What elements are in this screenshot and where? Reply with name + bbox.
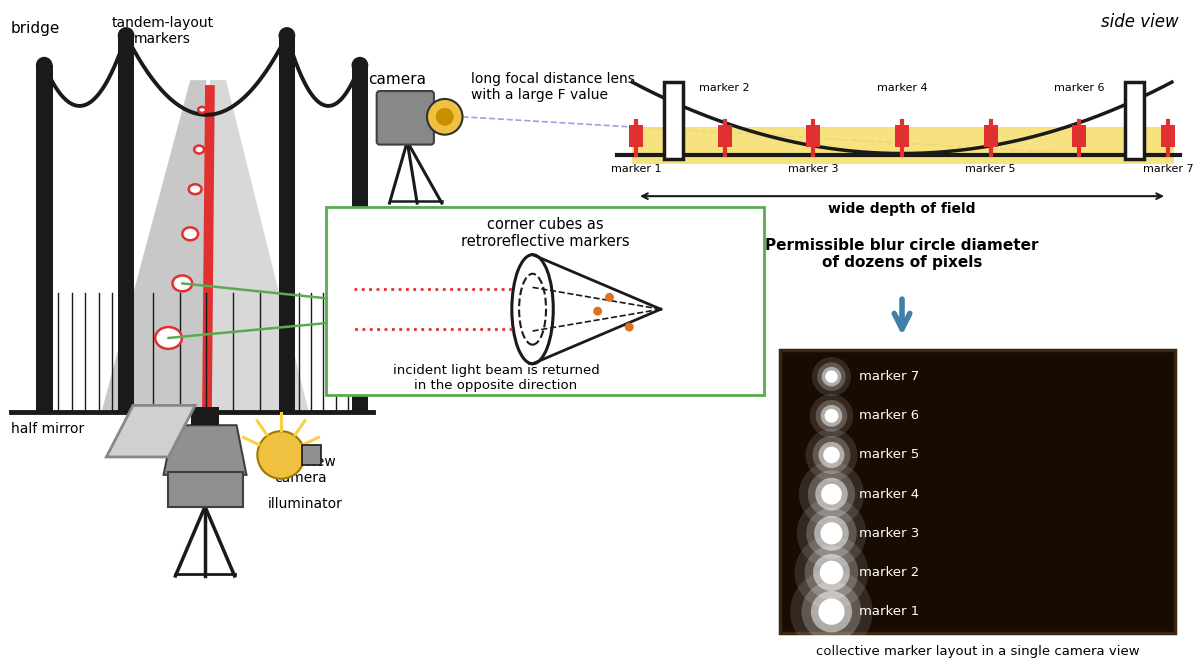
Circle shape xyxy=(806,508,857,558)
Bar xyxy=(1124,82,1144,160)
Bar xyxy=(895,125,908,146)
Bar xyxy=(301,445,322,465)
Ellipse shape xyxy=(194,146,204,154)
Circle shape xyxy=(812,436,851,474)
Ellipse shape xyxy=(173,275,192,291)
Text: marker 5: marker 5 xyxy=(965,164,1016,174)
Circle shape xyxy=(802,582,862,642)
Circle shape xyxy=(820,560,844,584)
Circle shape xyxy=(812,357,851,396)
Text: wide depth of field: wide depth of field xyxy=(828,202,976,216)
Circle shape xyxy=(826,370,838,383)
Circle shape xyxy=(805,429,858,481)
Text: marker 7: marker 7 xyxy=(1142,164,1193,174)
Polygon shape xyxy=(208,80,308,412)
Circle shape xyxy=(811,591,852,633)
Ellipse shape xyxy=(155,327,182,349)
Ellipse shape xyxy=(188,184,202,194)
Circle shape xyxy=(278,27,295,44)
Circle shape xyxy=(818,442,845,468)
Circle shape xyxy=(818,599,845,625)
Text: illuminator: illuminator xyxy=(269,496,343,510)
Text: camera: camera xyxy=(368,72,426,87)
Polygon shape xyxy=(107,405,196,457)
Bar xyxy=(168,472,242,506)
Circle shape xyxy=(797,498,866,568)
Text: marker 7: marker 7 xyxy=(859,370,919,383)
Circle shape xyxy=(427,99,462,135)
Circle shape xyxy=(593,307,602,316)
Circle shape xyxy=(352,57,368,73)
FancyBboxPatch shape xyxy=(326,207,764,395)
Text: half mirror: half mirror xyxy=(11,422,84,436)
Polygon shape xyxy=(102,80,308,412)
Circle shape xyxy=(808,470,856,518)
Ellipse shape xyxy=(182,227,198,240)
Bar xyxy=(806,125,821,146)
Circle shape xyxy=(625,323,634,331)
Bar xyxy=(984,125,997,146)
Bar xyxy=(431,110,440,124)
Text: long focal distance lens
with a large F value: long focal distance lens with a large F … xyxy=(472,72,635,102)
Circle shape xyxy=(799,462,864,527)
Bar xyxy=(665,82,683,160)
Circle shape xyxy=(817,362,846,391)
Bar xyxy=(1160,125,1175,146)
Circle shape xyxy=(810,394,853,438)
Bar xyxy=(718,125,732,146)
Circle shape xyxy=(794,536,869,610)
Text: marker 2: marker 2 xyxy=(859,566,919,579)
Text: marker 5: marker 5 xyxy=(859,448,919,462)
Text: tandem-layout
markers: tandem-layout markers xyxy=(112,15,214,46)
Bar xyxy=(780,350,1175,633)
Ellipse shape xyxy=(198,107,206,113)
Circle shape xyxy=(257,431,305,479)
Circle shape xyxy=(815,478,847,510)
Bar xyxy=(191,407,218,426)
Text: Permissible blur circle diameter
of dozens of pixels: Permissible blur circle diameter of doze… xyxy=(766,238,1039,271)
Circle shape xyxy=(118,27,134,44)
Text: marker 4: marker 4 xyxy=(877,83,928,93)
Circle shape xyxy=(36,57,53,73)
Bar xyxy=(629,125,643,146)
Circle shape xyxy=(814,554,850,591)
Polygon shape xyxy=(163,426,246,475)
Circle shape xyxy=(436,108,454,126)
Circle shape xyxy=(821,405,842,427)
Circle shape xyxy=(821,484,842,504)
Text: marker 4: marker 4 xyxy=(859,488,919,500)
Bar xyxy=(278,35,295,412)
Text: marker 6: marker 6 xyxy=(1054,83,1104,93)
Circle shape xyxy=(823,447,840,464)
Bar xyxy=(1073,125,1086,146)
Circle shape xyxy=(822,367,841,387)
Text: marker 3: marker 3 xyxy=(859,527,919,540)
Text: side view: side view xyxy=(1102,13,1178,31)
Text: marker 3: marker 3 xyxy=(788,164,839,174)
Circle shape xyxy=(805,546,858,599)
Bar xyxy=(36,65,53,412)
Text: incident light beam is returned
in the opposite direction: incident light beam is returned in the o… xyxy=(392,364,600,391)
Text: marker 1: marker 1 xyxy=(611,164,661,174)
Text: front-view
camera: front-view camera xyxy=(266,455,336,485)
Text: marker 1: marker 1 xyxy=(859,605,919,618)
FancyBboxPatch shape xyxy=(377,91,434,144)
Bar xyxy=(632,127,1174,164)
Circle shape xyxy=(791,570,872,653)
Text: collective marker layout in a single camera view: collective marker layout in a single cam… xyxy=(816,645,1139,659)
Text: corner cubes as
retroreflective markers: corner cubes as retroreflective markers xyxy=(461,217,630,249)
Circle shape xyxy=(824,409,839,423)
Circle shape xyxy=(814,516,848,551)
Circle shape xyxy=(821,522,842,544)
Text: bridge: bridge xyxy=(11,21,60,35)
Bar xyxy=(118,35,134,412)
Bar xyxy=(352,65,368,412)
Circle shape xyxy=(605,293,614,302)
Text: marker 2: marker 2 xyxy=(700,83,750,93)
Circle shape xyxy=(816,400,847,432)
Text: marker 6: marker 6 xyxy=(859,409,919,422)
